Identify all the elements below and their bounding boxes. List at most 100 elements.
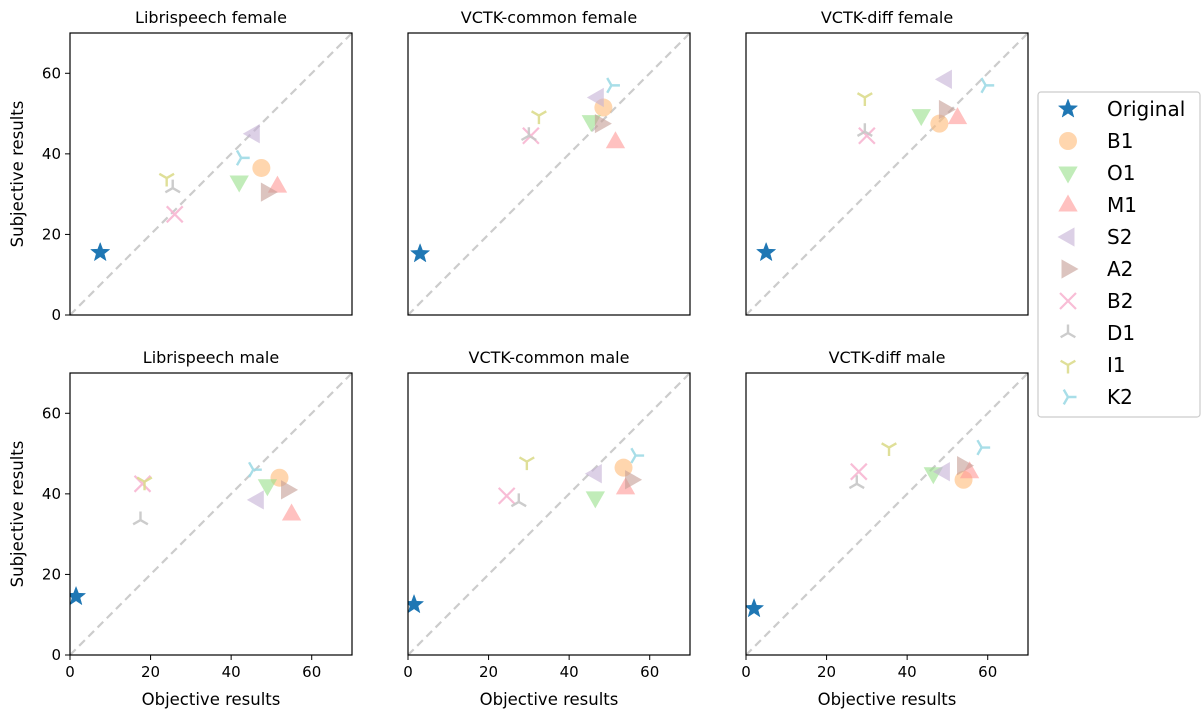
points — [755, 69, 995, 262]
point-m1 — [959, 461, 980, 479]
legend-marker-k2 — [1062, 389, 1077, 405]
point-i1 — [881, 442, 897, 457]
point-o1 — [257, 479, 278, 497]
point-s2 — [586, 87, 604, 108]
reference-line — [408, 373, 690, 655]
panel-3: VCTK-diff female — [745, 8, 1029, 316]
legend-marker-i1 — [1060, 359, 1076, 374]
point-original — [409, 243, 431, 263]
panel-4: Librispeech male 00 20 20 40 40 60 60 Objective … — [8, 348, 353, 709]
panel-6: VCTK-diff male 0 20 40 60 Objective results — [741, 348, 1029, 709]
x-tick-label: 0 — [65, 663, 75, 681]
legend-item-b2: B2 — [1059, 289, 1133, 313]
reference-line — [408, 33, 690, 315]
x-tick-label: 20 — [141, 663, 160, 681]
y-tick-label: 60 — [42, 404, 61, 422]
point-k2 — [248, 461, 262, 478]
point-b2 — [850, 462, 868, 481]
x-tick-label: 40 — [898, 663, 917, 681]
point-d1 — [164, 179, 181, 194]
legend-item-m1: M1 — [1058, 193, 1137, 217]
point-s2 — [932, 462, 950, 482]
panel-2: VCTK-common female — [407, 8, 691, 316]
x-tick-label: 60 — [640, 663, 659, 681]
y-tick-label: 20 — [42, 225, 61, 243]
reference-line — [746, 33, 1028, 315]
reference-line — [70, 373, 352, 655]
x-axis-label: Objective results — [142, 690, 281, 709]
legend-marker-original — [1057, 98, 1079, 118]
point-i1 — [856, 92, 873, 106]
point-k2 — [976, 439, 991, 456]
panel-title: VCTK-common female — [461, 8, 637, 27]
x-axis-label: Objective results — [480, 690, 619, 709]
x-axis-label: Objective results — [818, 690, 957, 709]
legend-label: B2 — [1107, 289, 1133, 313]
legend-label: O1 — [1107, 161, 1135, 185]
legend-item-a2: A2 — [1061, 257, 1133, 281]
legend-item-k2: K2 — [1062, 385, 1133, 409]
legend-marker-b1 — [1059, 132, 1077, 150]
legend-label: S2 — [1107, 225, 1132, 249]
y-axis-label: Subjective results — [8, 101, 27, 248]
point-a2 — [938, 99, 956, 120]
axes-frame — [407, 32, 691, 316]
legend-marker-s2 — [1057, 227, 1075, 247]
point-d1 — [520, 127, 537, 142]
point-s2 — [242, 124, 260, 144]
point-original — [408, 593, 425, 614]
x-tick-label: 40 — [222, 663, 241, 681]
x-tick-label: 20 — [817, 663, 836, 681]
legend-label: M1 — [1107, 193, 1137, 217]
points — [90, 124, 288, 262]
point-o1 — [229, 175, 249, 193]
panel-title: VCTK-common male — [469, 348, 630, 367]
points — [408, 447, 645, 614]
panel-title: VCTK-diff female — [821, 8, 953, 27]
point-d1 — [132, 511, 149, 526]
point-s2 — [934, 69, 952, 89]
point-k2 — [980, 77, 995, 94]
y-tick-label: 20 — [42, 565, 61, 583]
legend-marker-b2 — [1059, 292, 1077, 310]
panel-1: Librispeech female 0 20 40 60 Subjective resu… — [8, 8, 353, 324]
point-d1 — [848, 475, 865, 490]
points — [70, 461, 302, 606]
point-m1 — [947, 107, 968, 125]
points — [746, 439, 991, 618]
panel-title: Librispeech female — [135, 8, 287, 27]
point-i1 — [518, 456, 535, 471]
legend-label: B1 — [1107, 129, 1133, 153]
y-axis-label: Subjective results — [8, 441, 27, 588]
axes-frame — [745, 32, 1029, 316]
point-s2 — [246, 490, 264, 510]
x-tick-label: 0 — [741, 663, 751, 681]
point-a2 — [260, 182, 278, 202]
y-tick-label: 0 — [51, 306, 61, 324]
legend-label: I1 — [1107, 353, 1126, 377]
legend-marker-d1 — [1060, 324, 1076, 339]
legend-item-i1: I1 — [1060, 353, 1126, 377]
y-tick-label: 40 — [42, 145, 61, 163]
legend-item-o1: O1 — [1058, 161, 1135, 185]
legend-label: K2 — [1107, 385, 1133, 409]
point-i1 — [158, 172, 175, 187]
panel-title: VCTK-diff male — [829, 348, 946, 367]
point-original — [90, 241, 111, 262]
legend-label: Original — [1107, 97, 1185, 121]
reference-line — [70, 33, 352, 315]
point-a2 — [281, 480, 299, 500]
x-tick-label: 0 — [403, 663, 413, 681]
axes-frame — [745, 372, 1029, 656]
points — [409, 77, 626, 263]
x-tick-label: 40 — [560, 663, 579, 681]
legend-marker-a2 — [1061, 259, 1079, 279]
point-i1 — [136, 476, 153, 491]
legend-item-d1: D1 — [1060, 321, 1135, 345]
y-tick-label: 40 — [42, 485, 61, 503]
point-b2 — [858, 126, 876, 145]
point-k2 — [630, 447, 645, 464]
point-a2 — [625, 470, 643, 490]
point-b1 — [252, 158, 271, 177]
